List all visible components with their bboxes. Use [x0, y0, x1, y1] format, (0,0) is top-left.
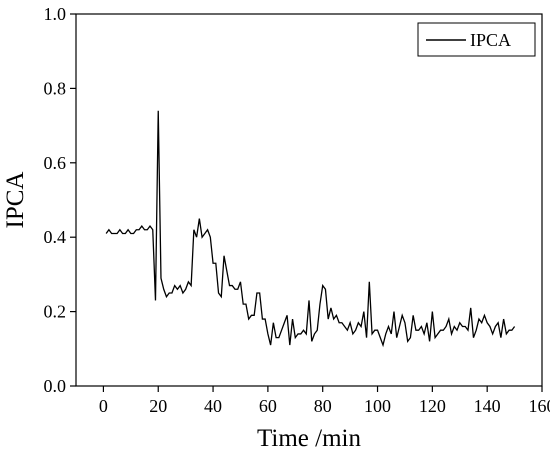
- y-tick-label: 0.0: [44, 376, 67, 396]
- y-tick-label: 1.0: [44, 4, 67, 24]
- x-axis-ticks: 0 20 40 60 80 100 120 140 160: [99, 386, 550, 416]
- series-layer: [105, 110, 516, 348]
- x-tick-label: 80: [314, 396, 332, 416]
- x-axis-title: Time /min: [257, 425, 361, 452]
- x-tick-label: 40: [204, 396, 222, 416]
- plot-area: 0 20 40 60 80 100 120 140 160 0.0 0.2 0.4 0.6 0.8 1.0: [44, 4, 550, 416]
- y-tick-label: 0.8: [44, 78, 67, 98]
- x-tick-label: 160: [529, 396, 550, 416]
- x-tick-label: 60: [259, 396, 277, 416]
- x-tick-label: 120: [419, 396, 446, 416]
- x-tick-label: 20: [149, 396, 167, 416]
- series-line-0: [105, 110, 516, 348]
- x-tick-label: 0: [99, 396, 108, 416]
- y-tick-label: 0.6: [44, 153, 67, 173]
- x-tick-label: 140: [474, 396, 501, 416]
- legend: IPCA: [417, 22, 536, 57]
- y-tick-label: 0.4: [44, 227, 67, 247]
- x-tick-label: 100: [364, 396, 391, 416]
- y-tick-label: 0.2: [44, 302, 67, 322]
- legend-label-ipca: IPCA: [470, 30, 511, 50]
- plot-frame: [75, 13, 543, 387]
- y-axis-ticks: 0.0 0.2 0.4 0.6 0.8 1.0: [44, 4, 76, 396]
- y-axis-title: IPCA: [2, 172, 29, 229]
